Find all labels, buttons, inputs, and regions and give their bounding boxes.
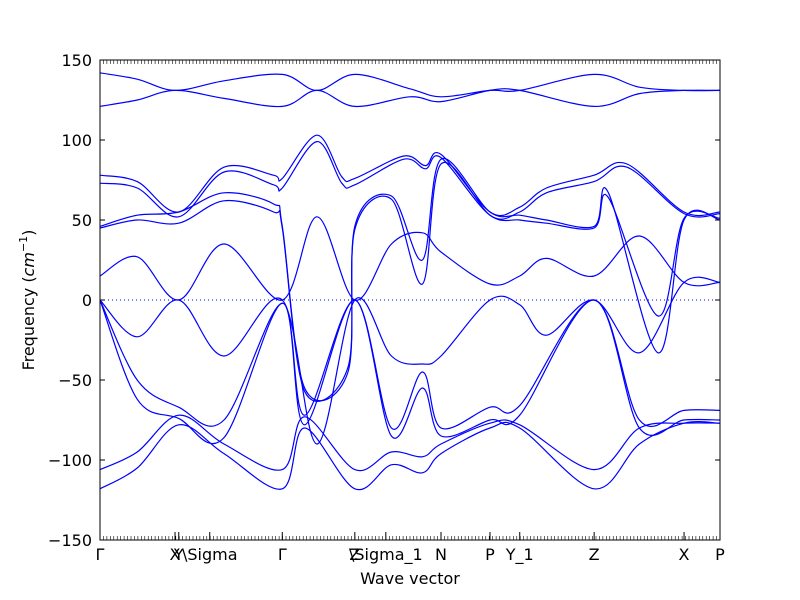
kpoint-label: Z bbox=[589, 545, 600, 564]
x-axis: Γ XY\Sigma Γ Z\Sigma_1 N P Y_1 Z X P bbox=[96, 60, 725, 565]
y-axis: 150 100 50 0 −50 −100 −150 bbox=[48, 51, 720, 550]
kpoint-label: P bbox=[715, 545, 725, 564]
band-line-2 bbox=[100, 88, 720, 108]
y-tick-label: 0 bbox=[82, 291, 92, 310]
y-tick-label: 50 bbox=[72, 211, 92, 230]
band-line-1 bbox=[100, 72, 720, 98]
kpoint-label: Z bbox=[349, 545, 360, 564]
kpoint-label: \Sigma bbox=[182, 545, 238, 564]
y-tick-label: −50 bbox=[58, 371, 92, 390]
band-line-12 bbox=[100, 421, 720, 491]
y-axis-label-unit: cm bbox=[19, 252, 38, 276]
band-line-11 bbox=[100, 414, 720, 472]
band-line-6 bbox=[100, 161, 720, 402]
kpoint-label: Y_1 bbox=[505, 545, 534, 565]
y-axis-label: Frequency (cm−1) bbox=[17, 230, 38, 371]
band-line-10 bbox=[100, 299, 720, 445]
y-axis-label-close: ) bbox=[19, 230, 38, 236]
y-axis-label-text: Frequency ( bbox=[19, 276, 38, 370]
x-axis-label: Wave vector bbox=[360, 569, 460, 588]
kpoint-label: Γ bbox=[96, 545, 105, 564]
kpoint-label: Y bbox=[173, 545, 184, 564]
band-line-5 bbox=[100, 157, 720, 402]
kpoint-label: N bbox=[435, 545, 447, 564]
kpoint-label: Γ bbox=[278, 545, 287, 564]
band-line-8 bbox=[100, 276, 720, 445]
kpoint-label: X bbox=[679, 545, 690, 564]
band-line-7 bbox=[100, 216, 720, 301]
y-tick-label: −150 bbox=[48, 531, 92, 550]
plot-area bbox=[100, 72, 720, 491]
kpoint-label: X bbox=[170, 545, 181, 564]
y-tick-label: 100 bbox=[61, 131, 92, 150]
y-tick-label: 150 bbox=[61, 51, 92, 70]
series-group bbox=[100, 72, 720, 491]
kpoint-label: \Sigma_1 bbox=[349, 545, 423, 565]
band-line-3 bbox=[100, 134, 720, 217]
y-tick-label: −100 bbox=[48, 451, 92, 470]
y-axis-label-exponent: −1 bbox=[17, 236, 30, 252]
kpoint-label: P bbox=[485, 545, 495, 564]
band-line-4 bbox=[100, 140, 720, 220]
